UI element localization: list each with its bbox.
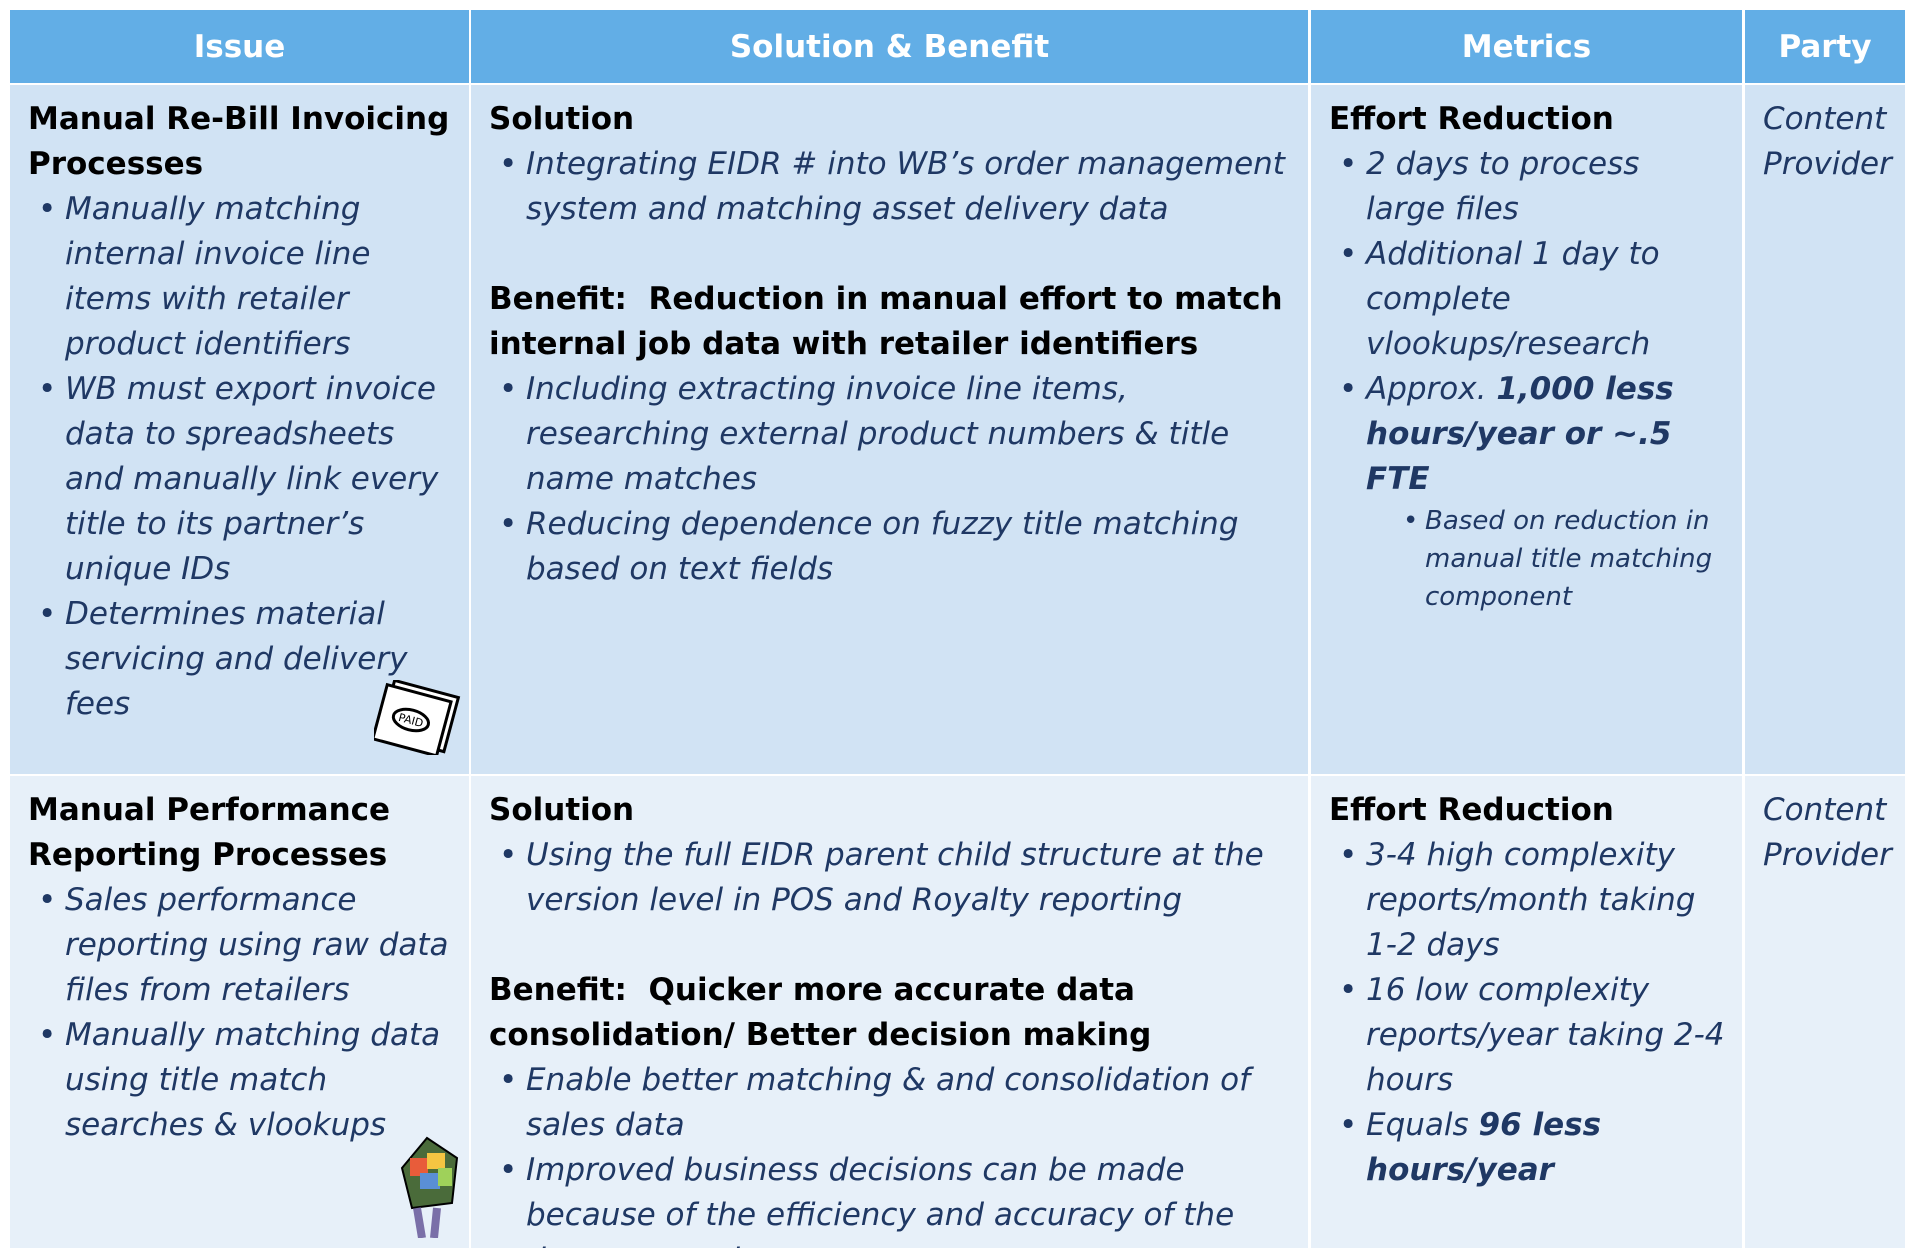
bullet: WB must export invoice data to spreadshe… bbox=[28, 367, 453, 592]
bullet: Manually matching internal invoice line … bbox=[28, 187, 453, 367]
paid-icon: PAID bbox=[374, 680, 461, 755]
table-cell: Solution Integrating EIDR # into WB’s ord… bbox=[471, 85, 1308, 774]
table-cell: Solution Using the full EIDR parent child… bbox=[471, 776, 1308, 1248]
issue-heading: Manual Performance Reporting Processes bbox=[28, 792, 401, 873]
section-heading: Solution bbox=[489, 101, 635, 137]
bullet: Improved business decisions can be made … bbox=[489, 1148, 1292, 1248]
bullet-list: Including extracting invoice line items,… bbox=[489, 367, 1292, 592]
bullet-text: 96 less hours/year bbox=[1366, 1107, 1602, 1188]
bullet: Equals 96 less hours/year bbox=[1329, 1103, 1726, 1193]
metrics-heading: Effort Reduction bbox=[1329, 792, 1614, 828]
bullet-list: Sales performance reporting using raw da… bbox=[28, 878, 453, 1148]
bullet-text: 3-4 high complexity reports/month taking… bbox=[1366, 837, 1696, 963]
bullet-text: Additional 1 day to complete vlookups/re… bbox=[1366, 236, 1660, 362]
section-heading: Benefit: Quicker more accurate data cons… bbox=[489, 972, 1152, 1053]
issue-heading: Manual Re-Bill Invoicing Processes bbox=[28, 101, 461, 182]
bullet-text: Enable better matching & and consolidati… bbox=[526, 1062, 1251, 1143]
bullet-list: 2 days to process large files Additional … bbox=[1329, 142, 1726, 616]
bullet: Determines material servicing and delive… bbox=[28, 592, 453, 727]
bullet: 2 days to process large files bbox=[1329, 142, 1726, 232]
bullet: Sales performance reporting using raw da… bbox=[28, 878, 453, 1013]
party: Content Provider bbox=[1763, 792, 1892, 873]
bullet: 16 low complexity reports/year taking 2-… bbox=[1329, 968, 1726, 1103]
column-header: Metrics bbox=[1311, 10, 1742, 83]
table-cell: Effort Reduction 2 days to process large … bbox=[1311, 85, 1742, 774]
bullet: Integrating EIDR # into WB’s order manag… bbox=[489, 142, 1292, 232]
table-cell: Manual Performance Reporting Processes Sa… bbox=[10, 776, 469, 1248]
party: Content Provider bbox=[1763, 101, 1892, 182]
bullet: Approx. 1,000 less hours/year or ~.5 FTE bbox=[1329, 367, 1726, 502]
bullet: Enable better matching & and consolidati… bbox=[489, 1058, 1292, 1148]
bullet: Using the full EIDR parent child structu… bbox=[489, 833, 1292, 923]
bullet: Reducing dependence on fuzzy title match… bbox=[489, 502, 1292, 592]
bullet-list: Integrating EIDR # into WB’s order manag… bbox=[489, 142, 1292, 232]
bullet-list: Using the full EIDR parent child structu… bbox=[489, 833, 1292, 923]
sub-bullet: Based on reduction in manual title match… bbox=[1401, 502, 1726, 616]
svg-text:PAID: PAID bbox=[397, 711, 425, 730]
spacer bbox=[489, 232, 1292, 277]
column-header: Issue bbox=[10, 10, 469, 83]
bullet: Including extracting invoice line items,… bbox=[489, 367, 1292, 502]
bullet-text: Manually matching internal invoice line … bbox=[65, 191, 371, 362]
column-header: Solution & Benefit bbox=[471, 10, 1308, 83]
table-cell: Manual Re-Bill Invoicing Processes Manual… bbox=[10, 85, 469, 774]
bullet-text: Sales performance reporting using raw da… bbox=[65, 882, 449, 1008]
bullet-list: Enable better matching & and consolidati… bbox=[489, 1058, 1292, 1248]
column-header: Party bbox=[1745, 10, 1905, 83]
section-heading: Solution bbox=[489, 792, 635, 828]
section-heading: Benefit: Reduction in manual effort to m… bbox=[489, 281, 1294, 362]
metrics-heading: Effort Reduction bbox=[1329, 101, 1614, 137]
bullet-text: Determines material servicing and delive… bbox=[65, 596, 408, 722]
bullet-text: Including extracting invoice line items,… bbox=[526, 371, 1230, 497]
bullet-text: 16 low complexity reports/year taking 2-… bbox=[1366, 972, 1725, 1098]
bullet: Manually matching data using title match… bbox=[28, 1013, 453, 1148]
chart-icon bbox=[400, 1136, 459, 1238]
table-cell: Effort Reduction 3-4 high complexity repo… bbox=[1311, 776, 1742, 1248]
bullet-text: Improved business decisions can be made … bbox=[526, 1152, 1235, 1248]
bullet-text: Integrating EIDR # into WB’s order manag… bbox=[526, 146, 1285, 227]
bullet-text: 2 days to process large files bbox=[1366, 146, 1640, 227]
bullet-list: Manually matching internal invoice line … bbox=[28, 187, 453, 727]
bullet-list: 3-4 high complexity reports/month taking… bbox=[1329, 833, 1726, 1193]
bullet: Additional 1 day to complete vlookups/re… bbox=[1329, 232, 1726, 367]
bullet-text: WB must export invoice data to spreadshe… bbox=[65, 371, 439, 587]
bullet-text: Manually matching data using title match… bbox=[65, 1017, 441, 1143]
bullet-text: Approx. bbox=[1366, 371, 1497, 407]
bullet-text: Using the full EIDR parent child structu… bbox=[526, 837, 1264, 918]
bullet-text: Reducing dependence on fuzzy title match… bbox=[526, 506, 1239, 587]
bullet-text: 1,000 less hours/year or ~.5 FTE bbox=[1366, 371, 1674, 497]
table-cell: Content Provider bbox=[1745, 85, 1905, 774]
table: Issue Solution & Benefit Metrics Party Manua… bbox=[10, 10, 1905, 1248]
bullet-text: Equals bbox=[1366, 1107, 1479, 1143]
bullet: 3-4 high complexity reports/month taking… bbox=[1329, 833, 1726, 968]
spacer bbox=[489, 923, 1292, 968]
table-cell: Content Provider bbox=[1745, 776, 1905, 1248]
